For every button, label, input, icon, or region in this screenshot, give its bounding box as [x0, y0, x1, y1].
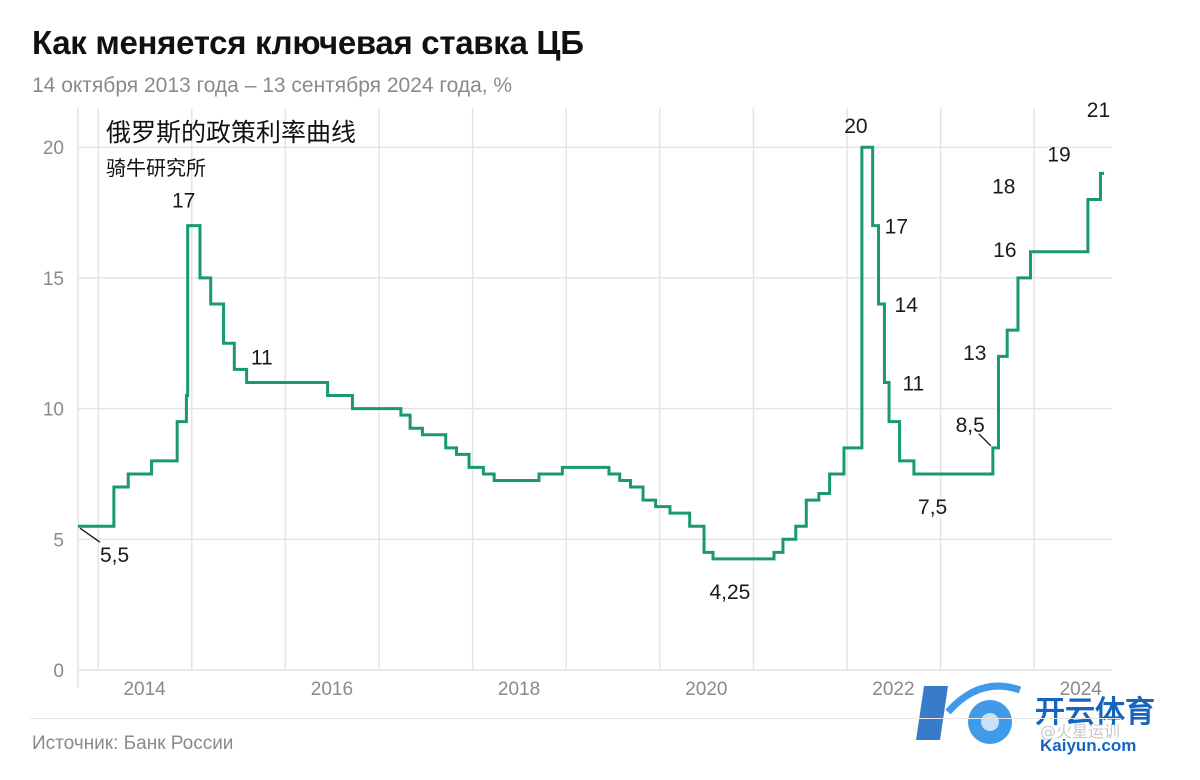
y-tick-label: 10 [43, 400, 64, 421]
data-label: 17 [172, 190, 195, 213]
data-label: 13 [963, 342, 986, 365]
x-tick-label: 2014 [123, 679, 166, 700]
chart-title: Как меняется ключевая ставка ЦБ [32, 24, 584, 61]
watermark-ball-center [981, 713, 999, 731]
watermark-overlay: @火星运训 [1040, 722, 1120, 741]
data-label: 5,5 [100, 544, 129, 567]
data-labels: 5,5 17 11 4,25 20 17 14 11 7,5 8,5 13 16 18 19 21 [79, 99, 1110, 604]
y-tick-label: 20 [43, 138, 64, 159]
data-label: 18 [992, 175, 1015, 198]
series-line [78, 145, 1105, 561]
x-axis-ticks: 2014 2016 2018 2020 2022 2024 [123, 679, 1102, 700]
x-tick-label: 2020 [685, 679, 727, 700]
leader-line [978, 433, 992, 447]
series-group [78, 145, 1105, 561]
y-tick-label: 5 [53, 530, 64, 551]
watermark-logo: 开云体育 Kaiyun.com @火星运训 [916, 682, 1155, 755]
y-tick-label: 0 [53, 661, 64, 682]
data-label: 11 [902, 372, 924, 395]
y-tick-label: 15 [43, 269, 64, 290]
x-tick-label: 2022 [872, 679, 914, 700]
chart-subtitle: 14 октября 2013 года – 13 сентября 2024 … [32, 74, 513, 97]
watermark-k-shape [916, 686, 948, 740]
data-label: 20 [844, 115, 867, 138]
x-tick-label: 2018 [498, 679, 540, 700]
data-label: 4,25 [709, 581, 750, 604]
data-label: 7,5 [918, 496, 947, 519]
watermark-swoosh [945, 682, 1022, 715]
data-label: 16 [993, 239, 1016, 262]
x-tick-label: 2024 [1060, 679, 1103, 700]
source-note: Источник: Банк России [32, 733, 234, 754]
leader-line [79, 527, 101, 543]
data-label: 11 [251, 346, 273, 369]
watermark-domain: Kaiyun.com [1040, 736, 1136, 755]
annotation-subtitle: 骑牛研究所 [106, 156, 206, 180]
watermark-brand: 开云体育 [1035, 695, 1155, 730]
y-axis-ticks: 0 5 10 15 20 [43, 138, 64, 682]
data-label: 21 [1087, 99, 1110, 122]
data-label: 8,5 [956, 414, 985, 437]
annotation-title: 俄罗斯的政策利率曲线 [106, 118, 356, 147]
data-label: 19 [1047, 143, 1070, 166]
x-tick-label: 2016 [311, 679, 353, 700]
data-label: 17 [885, 216, 908, 239]
gridlines [77, 108, 1112, 688]
data-label: 14 [895, 294, 919, 317]
footer-divider [30, 718, 1120, 719]
